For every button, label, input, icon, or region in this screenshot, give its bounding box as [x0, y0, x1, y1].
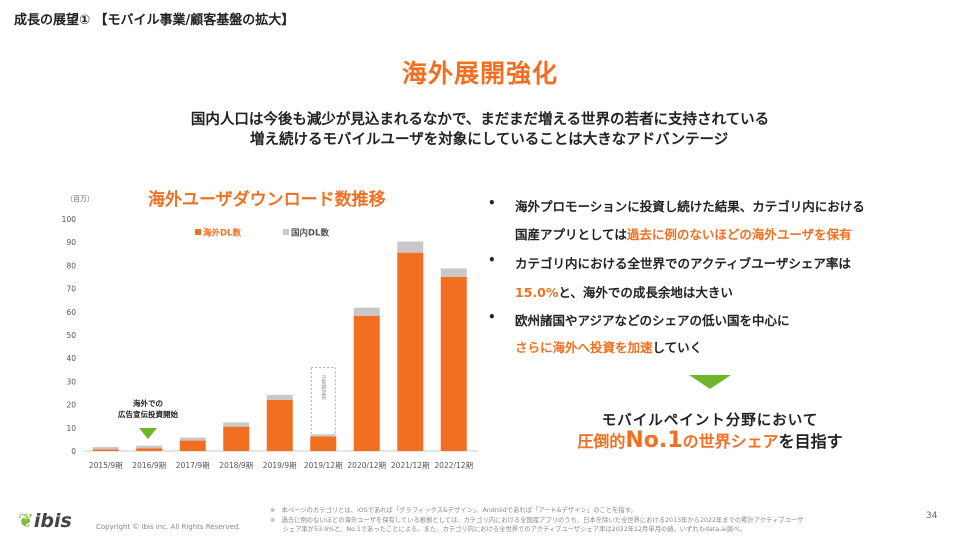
x-tick-label: 2019/9期: [263, 461, 297, 470]
bar-domestic: [92, 447, 119, 450]
down-arrow-icon: [689, 375, 731, 389]
bar-overseas: [440, 277, 467, 451]
copyright: Copyright © ibis inc. All Rights Reserve…: [96, 523, 241, 531]
leaf-icon: ❦: [18, 510, 34, 532]
bar-overseas: [353, 315, 380, 451]
bar-domestic: [136, 445, 163, 449]
bar-overseas: [179, 440, 206, 451]
bar-overseas: [136, 448, 163, 451]
page-number: 34: [926, 511, 938, 521]
text-segment: 欧州諸国やアジアなどのシェアの低い国を中心に: [515, 313, 790, 328]
y-tick-label: 80: [66, 261, 76, 270]
bar-domestic: [397, 241, 424, 253]
y-tick-label: 20: [66, 401, 76, 410]
conclusion-p3: の世界シェア: [682, 432, 779, 451]
footnote-2: ※ 過去に例のないほどの海外ユーザを保有している根拠としては、カテゴリ内における…: [270, 517, 804, 524]
chart-title: 海外ユーザダウンロード数推移: [148, 190, 386, 210]
annotation-ad-start-1: 海外での: [133, 398, 163, 408]
x-tick-label: 2022/12期: [434, 461, 473, 470]
x-tick-label: 2021/12期: [391, 461, 430, 470]
download-chart: 0 10 20 30 40 50 60 70 80 90 100 決算期変更 2015/9期 2016/9…: [62, 215, 478, 470]
conclusion-p1: 圧倒的: [577, 432, 626, 451]
conclusion-p2: No.1: [625, 428, 683, 453]
annotation-ad-start-2: 広告宣伝投資開始: [118, 409, 178, 419]
headline: 海外展開強化: [401, 59, 558, 88]
x-tick-label: 2017/9期: [176, 461, 210, 470]
y-tick-label: 40: [66, 354, 76, 363]
y-tick-label: 0: [71, 447, 76, 456]
bar-domestic: [310, 434, 337, 437]
bar-domestic: [179, 437, 206, 441]
conclusion-line2: 圧倒的No.1の世界シェアを目指す: [560, 428, 860, 453]
y-tick-label: 60: [66, 308, 76, 317]
fiscal-change-box: [310, 366, 336, 436]
bar-domestic: [440, 268, 467, 277]
footnote-3: シェア率が53.9%と、No.1であったことによる。また、カテゴリ内における全世…: [270, 526, 746, 533]
x-tick-label: 2016/9期: [132, 461, 166, 470]
bullet-3-line2: さらに海外へ投資を加速していく: [515, 337, 702, 356]
text-segment: 国産アプリとしては: [515, 227, 627, 242]
y-tick-label: 30: [66, 377, 76, 386]
y-tick-label: 100: [62, 215, 77, 224]
text-segment: 過去に例のないほどの海外ユーザを保有: [626, 227, 852, 242]
text-segment: と、海外での成長余地は大きい: [558, 285, 733, 300]
bar-overseas: [310, 436, 337, 451]
bullet-3-line1: 欧州諸国やアジアなどのシェアの低い国を中心に: [515, 310, 790, 329]
bullet-2-line2: 15.0%と、海外での成長余地は大きい: [515, 282, 733, 301]
text-segment: カテゴリ内における全世界でのアクティブユーザシェア率は: [515, 256, 851, 271]
y-tick-label: 10: [66, 424, 76, 433]
text-segment: さらに海外へ投資を加速: [515, 340, 653, 355]
bullet-mark: •: [488, 310, 496, 324]
y-tick-label: 50: [66, 331, 76, 340]
fiscal-change-label: 決算期変更: [320, 374, 326, 401]
y-axis-unit: （百万）: [66, 195, 94, 203]
y-tick-label: 90: [66, 238, 76, 247]
bar-overseas: [223, 426, 250, 451]
conclusion-p4: を目指す: [778, 432, 843, 451]
text-segment: 海外プロモーションに投資し続けた結果、カテゴリ内における: [515, 199, 865, 214]
text-segment: していく: [652, 340, 703, 355]
slide-title: 成長の展望① 【モバイル事業/顧客基盤の拡大】: [14, 13, 295, 28]
bar-domestic: [223, 422, 250, 427]
bullet-mark: •: [488, 253, 496, 267]
bullet-1-line2: 国産アプリとしては過去に例のないほどの海外ユーザを保有: [515, 224, 852, 243]
ibis-logo: ❦ibis: [18, 510, 72, 532]
conclusion-line1: モバイルペイント分野において: [601, 413, 819, 429]
subtitle-line2: 増え続けるモバイルユーザを対象にしていることは大きなアドバンテージ: [250, 132, 729, 148]
legend-swatch: [283, 229, 289, 235]
y-tick-label: 70: [66, 285, 76, 294]
legend-swatch: [195, 229, 201, 235]
subtitle-line1: 国内人口は今後も減少が見込まれるなかで、まだまだ増える世界の若者に支持されている: [190, 112, 770, 128]
x-tick-label: 2018/9期: [219, 461, 253, 470]
bar-domestic: [266, 394, 293, 400]
logo-text: ibis: [33, 510, 72, 532]
bullet-1-line1: 海外プロモーションに投資し続けた結果、カテゴリ内における: [515, 196, 865, 215]
bar-overseas: [397, 252, 424, 451]
bar-domestic: [353, 307, 380, 316]
bullet-2-line1: カテゴリ内における全世界でのアクティブユーザシェア率は: [515, 253, 851, 272]
bar-overseas: [92, 449, 119, 451]
x-tick-label: 2019/12期: [304, 461, 343, 470]
x-tick-label: 2015/9期: [89, 461, 123, 470]
x-tick-label: 2020/12期: [347, 461, 386, 470]
bullet-mark: •: [488, 196, 496, 210]
legend-label: 国内DL数: [291, 228, 329, 239]
down-arrow-icon: [139, 428, 157, 439]
bar-overseas: [266, 399, 293, 451]
legend-label: 海外DL数: [203, 228, 241, 239]
footnote-1: ※ 本ページのカテゴリとは、iOSであれば「グラフィックス&デザイン」、Andr…: [270, 507, 637, 514]
text-segment: 15.0%: [515, 285, 559, 300]
